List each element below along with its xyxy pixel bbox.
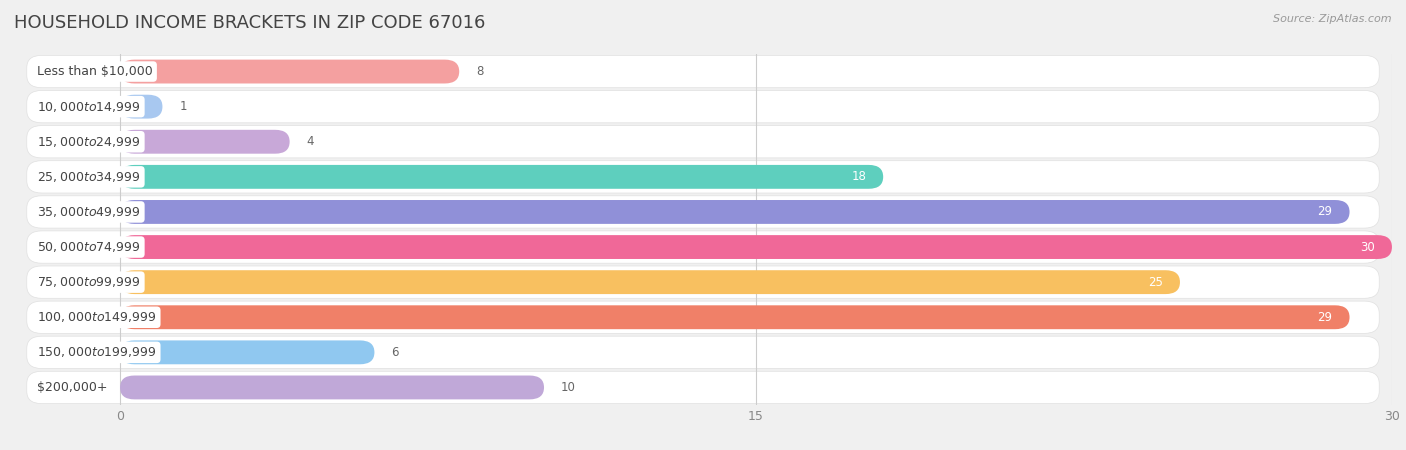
Text: $50,000 to $74,999: $50,000 to $74,999 bbox=[38, 240, 141, 254]
FancyBboxPatch shape bbox=[27, 55, 1379, 88]
FancyBboxPatch shape bbox=[120, 59, 460, 84]
FancyBboxPatch shape bbox=[120, 270, 1180, 294]
Text: 1: 1 bbox=[180, 100, 187, 113]
FancyBboxPatch shape bbox=[27, 196, 1379, 228]
FancyBboxPatch shape bbox=[120, 375, 544, 400]
Text: 8: 8 bbox=[477, 65, 484, 78]
FancyBboxPatch shape bbox=[27, 371, 1379, 404]
FancyBboxPatch shape bbox=[120, 165, 883, 189]
FancyBboxPatch shape bbox=[120, 130, 290, 154]
Text: 6: 6 bbox=[391, 346, 399, 359]
Text: $15,000 to $24,999: $15,000 to $24,999 bbox=[38, 135, 141, 149]
Text: 4: 4 bbox=[307, 135, 314, 148]
Text: 25: 25 bbox=[1149, 276, 1163, 288]
FancyBboxPatch shape bbox=[27, 301, 1379, 333]
Text: $150,000 to $199,999: $150,000 to $199,999 bbox=[38, 345, 157, 360]
Text: $35,000 to $49,999: $35,000 to $49,999 bbox=[38, 205, 141, 219]
Text: $100,000 to $149,999: $100,000 to $149,999 bbox=[38, 310, 157, 324]
FancyBboxPatch shape bbox=[120, 94, 163, 119]
FancyBboxPatch shape bbox=[120, 305, 1350, 329]
Text: $200,000+: $200,000+ bbox=[38, 381, 108, 394]
FancyBboxPatch shape bbox=[120, 340, 374, 364]
Text: $25,000 to $34,999: $25,000 to $34,999 bbox=[38, 170, 141, 184]
Text: $75,000 to $99,999: $75,000 to $99,999 bbox=[38, 275, 141, 289]
Text: 30: 30 bbox=[1360, 241, 1375, 253]
FancyBboxPatch shape bbox=[27, 90, 1379, 123]
Text: $10,000 to $14,999: $10,000 to $14,999 bbox=[38, 99, 141, 114]
FancyBboxPatch shape bbox=[27, 161, 1379, 193]
FancyBboxPatch shape bbox=[27, 336, 1379, 369]
Text: 10: 10 bbox=[561, 381, 576, 394]
Text: 29: 29 bbox=[1317, 206, 1333, 218]
Text: HOUSEHOLD INCOME BRACKETS IN ZIP CODE 67016: HOUSEHOLD INCOME BRACKETS IN ZIP CODE 67… bbox=[14, 14, 485, 32]
FancyBboxPatch shape bbox=[120, 200, 1350, 224]
FancyBboxPatch shape bbox=[120, 235, 1392, 259]
FancyBboxPatch shape bbox=[27, 231, 1379, 263]
Text: 18: 18 bbox=[852, 171, 866, 183]
Text: Less than $10,000: Less than $10,000 bbox=[38, 65, 153, 78]
FancyBboxPatch shape bbox=[27, 266, 1379, 298]
FancyBboxPatch shape bbox=[27, 126, 1379, 158]
Text: Source: ZipAtlas.com: Source: ZipAtlas.com bbox=[1274, 14, 1392, 23]
Text: 29: 29 bbox=[1317, 311, 1333, 324]
